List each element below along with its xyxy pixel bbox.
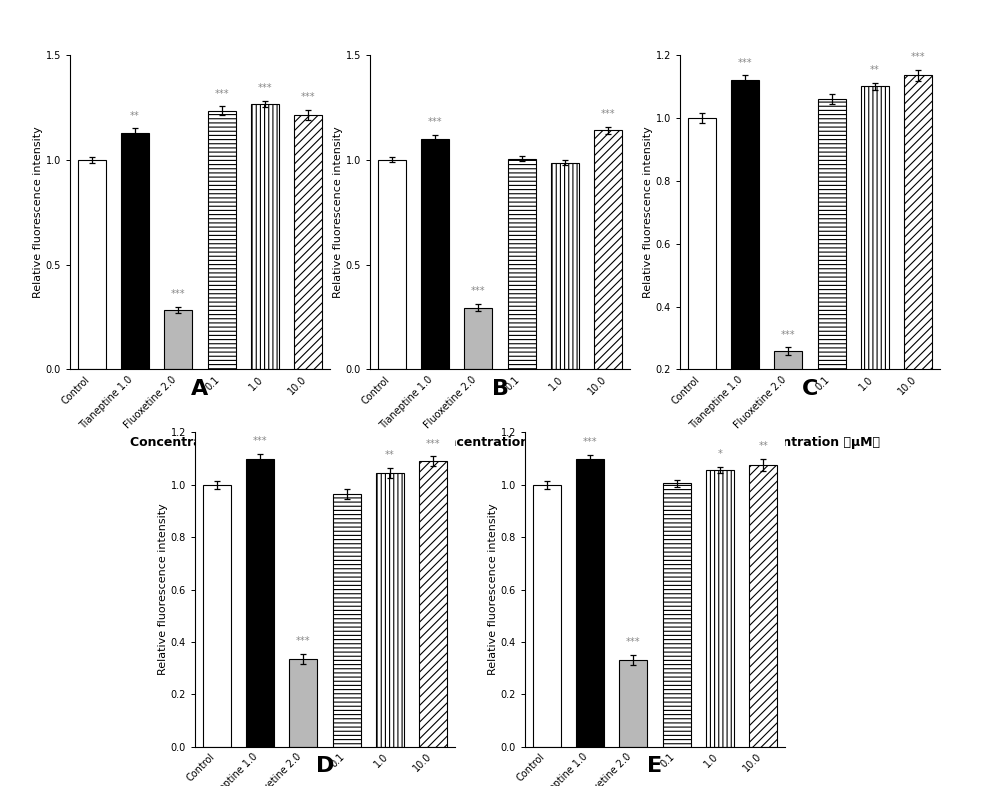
Bar [203, 485, 231, 747]
Text: B: B [492, 379, 509, 399]
Bar [904, 75, 932, 432]
Bar [294, 115, 322, 369]
X-axis label: Concentration （μM）: Concentration （μM） [130, 436, 270, 450]
Bar [576, 458, 604, 747]
Bar [731, 80, 759, 432]
Text: ***: *** [626, 637, 641, 647]
Y-axis label: Relative fluorescence intensity: Relative fluorescence intensity [158, 504, 168, 675]
X-axis label: Concentration （μM）: Concentration （μM） [740, 436, 880, 450]
Text: ***: *** [301, 92, 316, 101]
Text: **: ** [870, 64, 880, 75]
Bar [774, 351, 802, 432]
Bar [251, 105, 279, 369]
Bar [421, 139, 449, 369]
Text: ***: *** [471, 286, 486, 296]
Bar [78, 160, 106, 369]
Bar [164, 310, 192, 369]
Bar [508, 159, 536, 369]
Y-axis label: Relative fluorescence intensity: Relative fluorescence intensity [643, 127, 653, 298]
Bar [376, 473, 404, 747]
Text: C: C [802, 379, 818, 399]
Bar [688, 118, 716, 432]
Bar [289, 659, 317, 747]
Text: ***: *** [253, 436, 267, 446]
Text: ***: *** [583, 437, 597, 446]
Text: E: E [647, 756, 663, 777]
Bar [749, 465, 777, 747]
Text: ***: *** [258, 83, 272, 94]
Bar [464, 307, 492, 369]
Bar [533, 485, 561, 747]
Text: ***: *** [911, 52, 926, 62]
Bar [861, 86, 889, 432]
Bar [333, 494, 361, 747]
Text: ***: *** [781, 329, 796, 340]
Text: A: A [191, 379, 209, 399]
Y-axis label: Relative fluorescence intensity: Relative fluorescence intensity [333, 127, 343, 298]
Text: ***: *** [171, 288, 186, 299]
Bar [551, 163, 579, 369]
Bar [378, 160, 406, 369]
Bar [594, 130, 622, 369]
Text: ***: *** [296, 636, 311, 646]
Bar [663, 483, 691, 747]
Y-axis label: Relative fluorescence intensity: Relative fluorescence intensity [33, 127, 43, 298]
Y-axis label: Relative fluorescence intensity: Relative fluorescence intensity [488, 504, 498, 675]
Bar [419, 461, 447, 747]
Text: **: ** [758, 442, 768, 451]
Bar [208, 111, 236, 369]
Text: ***: *** [428, 117, 442, 127]
Bar [818, 99, 846, 432]
Text: ***: *** [601, 109, 616, 119]
Text: ***: *** [738, 57, 752, 68]
Text: **: ** [130, 111, 140, 120]
Bar [619, 660, 647, 747]
Text: *: * [718, 450, 722, 459]
Text: ***: *** [426, 439, 441, 449]
Text: D: D [316, 756, 334, 777]
Bar [246, 458, 274, 747]
Text: **: ** [385, 450, 395, 461]
X-axis label: Concentration （μM）: Concentration （μM） [430, 436, 570, 450]
Text: ***: *** [214, 89, 229, 98]
Bar [706, 470, 734, 747]
Bar [121, 133, 149, 369]
